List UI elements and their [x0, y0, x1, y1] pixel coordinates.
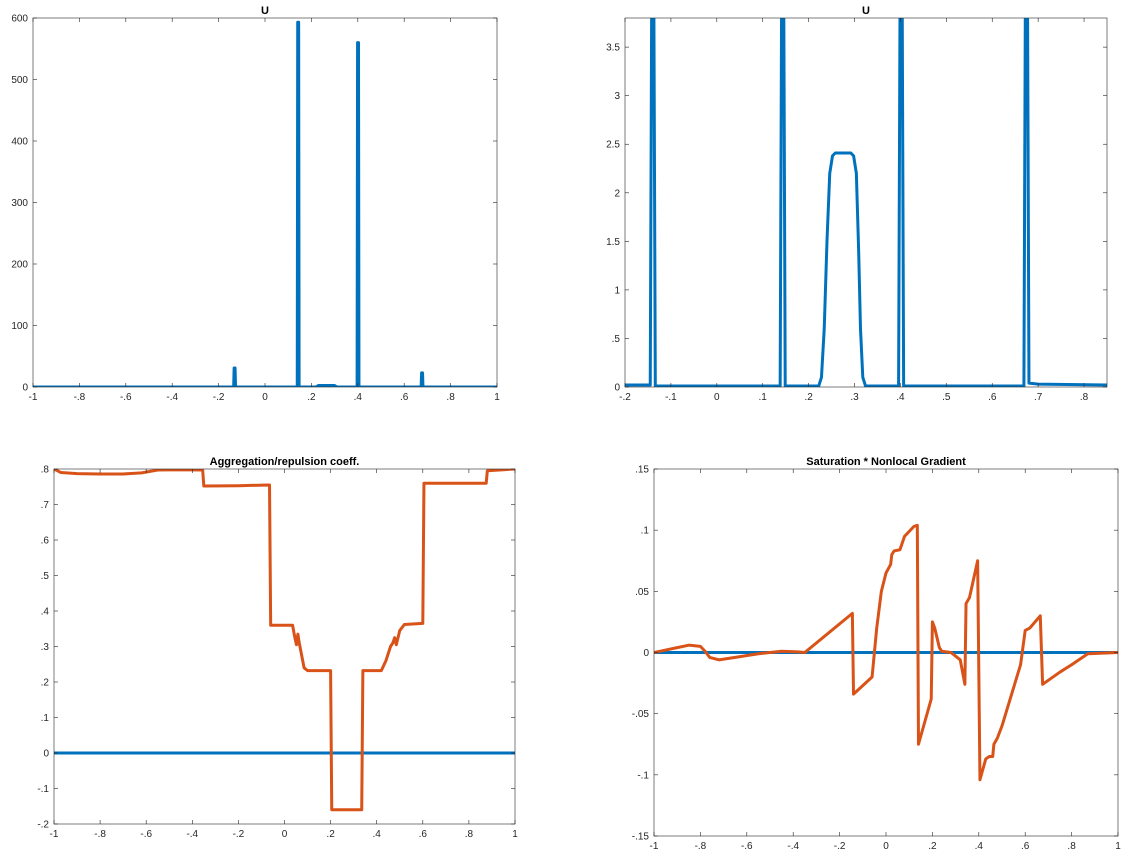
x-tick-label: .4 [354, 392, 363, 403]
series-line-2 [54, 469, 515, 812]
x-tick-label: .4 [896, 392, 905, 403]
y-tick-label: 300 [11, 198, 28, 209]
y-tick-label: -.15 [632, 832, 650, 843]
series-line-1 [625, 18, 1107, 387]
x-tick-label: -.8 [94, 829, 106, 840]
y-tick-label: -.1 [37, 784, 49, 795]
axes-box [32, 17, 498, 388]
chart-3: -1 -.8 -.6 -.4 -.2 0 .2 .4 .6 .8 1 -.2 -.1 0 .1 .2 .3 .4.… [37, 456, 518, 840]
x-tick-label: 1 [1115, 841, 1121, 852]
y-tick-label: 0 [43, 749, 49, 760]
series-group [625, 18, 1107, 387]
x-tick-label: -1 [650, 841, 659, 852]
chart-title: Saturation * Nonlocal Gradient [806, 456, 966, 468]
chart-4: -1 -.8 -.6 -.4 -.2 0 .2 .4 .6 .8 1 -.15 -.1 -.05 0 .05.… [632, 456, 1121, 852]
y-tick-label: -.2 [37, 820, 49, 831]
y-tick-label: .1 [41, 713, 50, 724]
y-tick-label: 2 [614, 188, 620, 199]
y-tick-label: .5 [612, 334, 621, 345]
chart-title: U [862, 5, 870, 17]
x-tick-label: -.6 [120, 392, 132, 403]
y-tick-label: .5 [41, 571, 50, 582]
y-tick-label: .15 [635, 465, 649, 476]
y-tick-label: .3 [41, 642, 50, 653]
x-tick-label: 1 [494, 392, 500, 403]
x-tick-label: 0 [714, 392, 720, 403]
x-tick-label: 0 [262, 392, 268, 403]
x-tick-label: .6 [1021, 841, 1030, 852]
x-tick-label: -.8 [74, 392, 86, 403]
y-tick-label: 0 [614, 383, 620, 394]
y-tick-label: 600 [11, 14, 28, 25]
chart-2: -.2 -.1 0 .1 .2 .3 .4 .5 .6 .7 .8 0 .5 1 1.5 2 2.5 3 3.5 U [606, 5, 1108, 403]
series-group [54, 469, 515, 812]
x-tick-label: .2 [326, 829, 335, 840]
y-tick-label: 3 [614, 91, 620, 102]
chart-title: Aggregation/repulsion coeff. [210, 456, 360, 468]
x-tick-label: 1 [512, 829, 518, 840]
y-tick-label: 100 [11, 321, 28, 332]
x-tick-label: .2 [804, 392, 813, 403]
y-tick-label: 1.5 [606, 237, 620, 248]
x-tick-label: -.6 [140, 829, 152, 840]
y-tick-label: 200 [11, 260, 28, 271]
x-tick-label: -.4 [787, 841, 799, 852]
x-tick-label: -.1 [665, 392, 677, 403]
y-tick-label: .6 [41, 536, 50, 547]
x-tick-label: .7 [1034, 392, 1043, 403]
axes-box [53, 468, 516, 825]
x-tick-label: -.2 [233, 829, 245, 840]
x-tick-label: .6 [400, 392, 409, 403]
y-tick-label: 0 [643, 648, 649, 659]
x-tick-label: .2 [307, 392, 316, 403]
chart-1: -1 -.8 -.6 -.4 -.2 0 .2 .4 .6 .8 1 0 100 200 300 400 500… [11, 5, 500, 403]
y-tick-label: 2.5 [606, 140, 620, 151]
x-tick-label: .8 [446, 392, 455, 403]
y-tick-label: .7 [41, 500, 50, 511]
x-tick-label: -.4 [186, 829, 198, 840]
x-tick-label: -.2 [834, 841, 846, 852]
axes-box [624, 17, 1108, 388]
x-tick-label: 0 [282, 829, 288, 840]
x-tick-label: .4 [975, 841, 984, 852]
x-tick-label: -1 [50, 829, 59, 840]
series-line-1 [33, 20, 497, 387]
x-tick-label: .8 [1080, 392, 1089, 403]
x-tick-label: .6 [419, 829, 428, 840]
x-tick-label: .8 [1067, 841, 1076, 852]
y-tick-label: .2 [41, 678, 50, 689]
y-tick-label: -.1 [637, 770, 649, 781]
y-tick-label: .05 [635, 587, 649, 598]
y-tick-label: .1 [641, 526, 650, 537]
y-tick-label: -.05 [632, 709, 650, 720]
y-tick-label: .8 [41, 465, 50, 476]
x-tick-label: .5 [942, 392, 951, 403]
x-tick-label: .1 [759, 392, 768, 403]
x-tick-label: 0 [883, 841, 889, 852]
x-tick-label: -.2 [213, 392, 225, 403]
x-tick-label: -1 [29, 392, 38, 403]
y-tick-label: 3.5 [606, 43, 620, 54]
chart-title: U [261, 5, 269, 17]
series-group [33, 20, 497, 387]
y-tick-label: 1 [614, 285, 620, 296]
series-group [654, 523, 1118, 782]
x-tick-label: -.8 [695, 841, 707, 852]
y-tick-label: 0 [22, 383, 28, 394]
x-tick-label: -.4 [166, 392, 178, 403]
x-tick-label: .3 [850, 392, 859, 403]
y-tick-label: 500 [11, 75, 28, 86]
y-tick-label: 400 [11, 137, 28, 148]
series-line-2 [654, 523, 1118, 782]
x-tick-label: .4 [373, 829, 382, 840]
x-tick-label: -.2 [619, 392, 631, 403]
x-tick-label: -.6 [741, 841, 753, 852]
y-tick-label: .4 [41, 607, 50, 618]
x-tick-label: .2 [928, 841, 937, 852]
x-tick-label: .6 [988, 392, 997, 403]
x-tick-label: .8 [465, 829, 474, 840]
